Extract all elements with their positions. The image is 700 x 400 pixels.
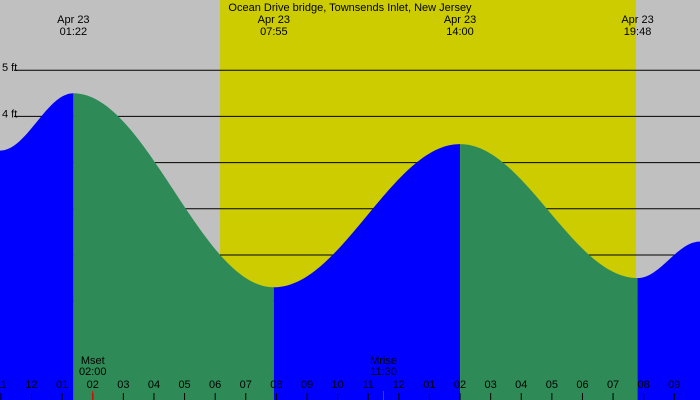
x-tick-label: 03 xyxy=(117,379,129,391)
event-time: 19:48 xyxy=(624,26,652,38)
x-tick-label: 02 xyxy=(87,379,99,391)
event-time: 14:00 xyxy=(446,26,474,38)
event-date: Apr 23 xyxy=(57,14,89,26)
rising-tide xyxy=(637,241,700,400)
x-tick-label: 03 xyxy=(485,379,497,391)
event-time: 07:55 xyxy=(260,26,288,38)
chart-title: Ocean Drive bridge, Townsends Inlet, New… xyxy=(228,2,472,14)
x-tick-label: 04 xyxy=(515,379,527,391)
x-tick-label: 07 xyxy=(240,379,252,391)
moon-label: Mset xyxy=(81,355,105,367)
x-tick-label: 06 xyxy=(576,379,588,391)
x-tick-label: 11 xyxy=(0,379,7,391)
event-time: 01:22 xyxy=(60,26,88,38)
event-date: Apr 23 xyxy=(621,14,653,26)
moon-label: Mrise xyxy=(370,355,397,367)
falling-tide xyxy=(460,144,638,400)
x-tick-label: 04 xyxy=(148,379,160,391)
x-tick-label: 01 xyxy=(56,379,68,391)
x-tick-label: 01 xyxy=(423,379,435,391)
x-tick-label: 02 xyxy=(454,379,466,391)
x-tick-label: 09 xyxy=(668,379,680,391)
y-tick-label: 5 ft xyxy=(2,62,17,74)
x-tick-label: 08 xyxy=(270,379,282,391)
x-tick-label: 11 xyxy=(363,379,374,391)
x-tick-label: 06 xyxy=(209,379,221,391)
y-tick-label: 4 ft xyxy=(2,108,17,120)
moon-time: 02:00 xyxy=(79,366,107,378)
x-tick-label: 05 xyxy=(546,379,558,391)
x-tick-label: 09 xyxy=(301,379,313,391)
x-tick-label: 07 xyxy=(607,379,619,391)
x-tick-label: 10 xyxy=(331,379,343,391)
x-tick-label: 05 xyxy=(178,379,190,391)
rising-tide xyxy=(273,144,461,400)
moon-time: 11:30 xyxy=(370,366,397,378)
x-tick-label: 12 xyxy=(393,379,405,391)
x-tick-label: 12 xyxy=(25,379,37,391)
falling-tide xyxy=(73,93,274,400)
rising-tide xyxy=(0,93,74,400)
event-date: Apr 23 xyxy=(258,14,290,26)
event-date: Apr 23 xyxy=(444,14,476,26)
x-tick-label: 08 xyxy=(638,379,650,391)
